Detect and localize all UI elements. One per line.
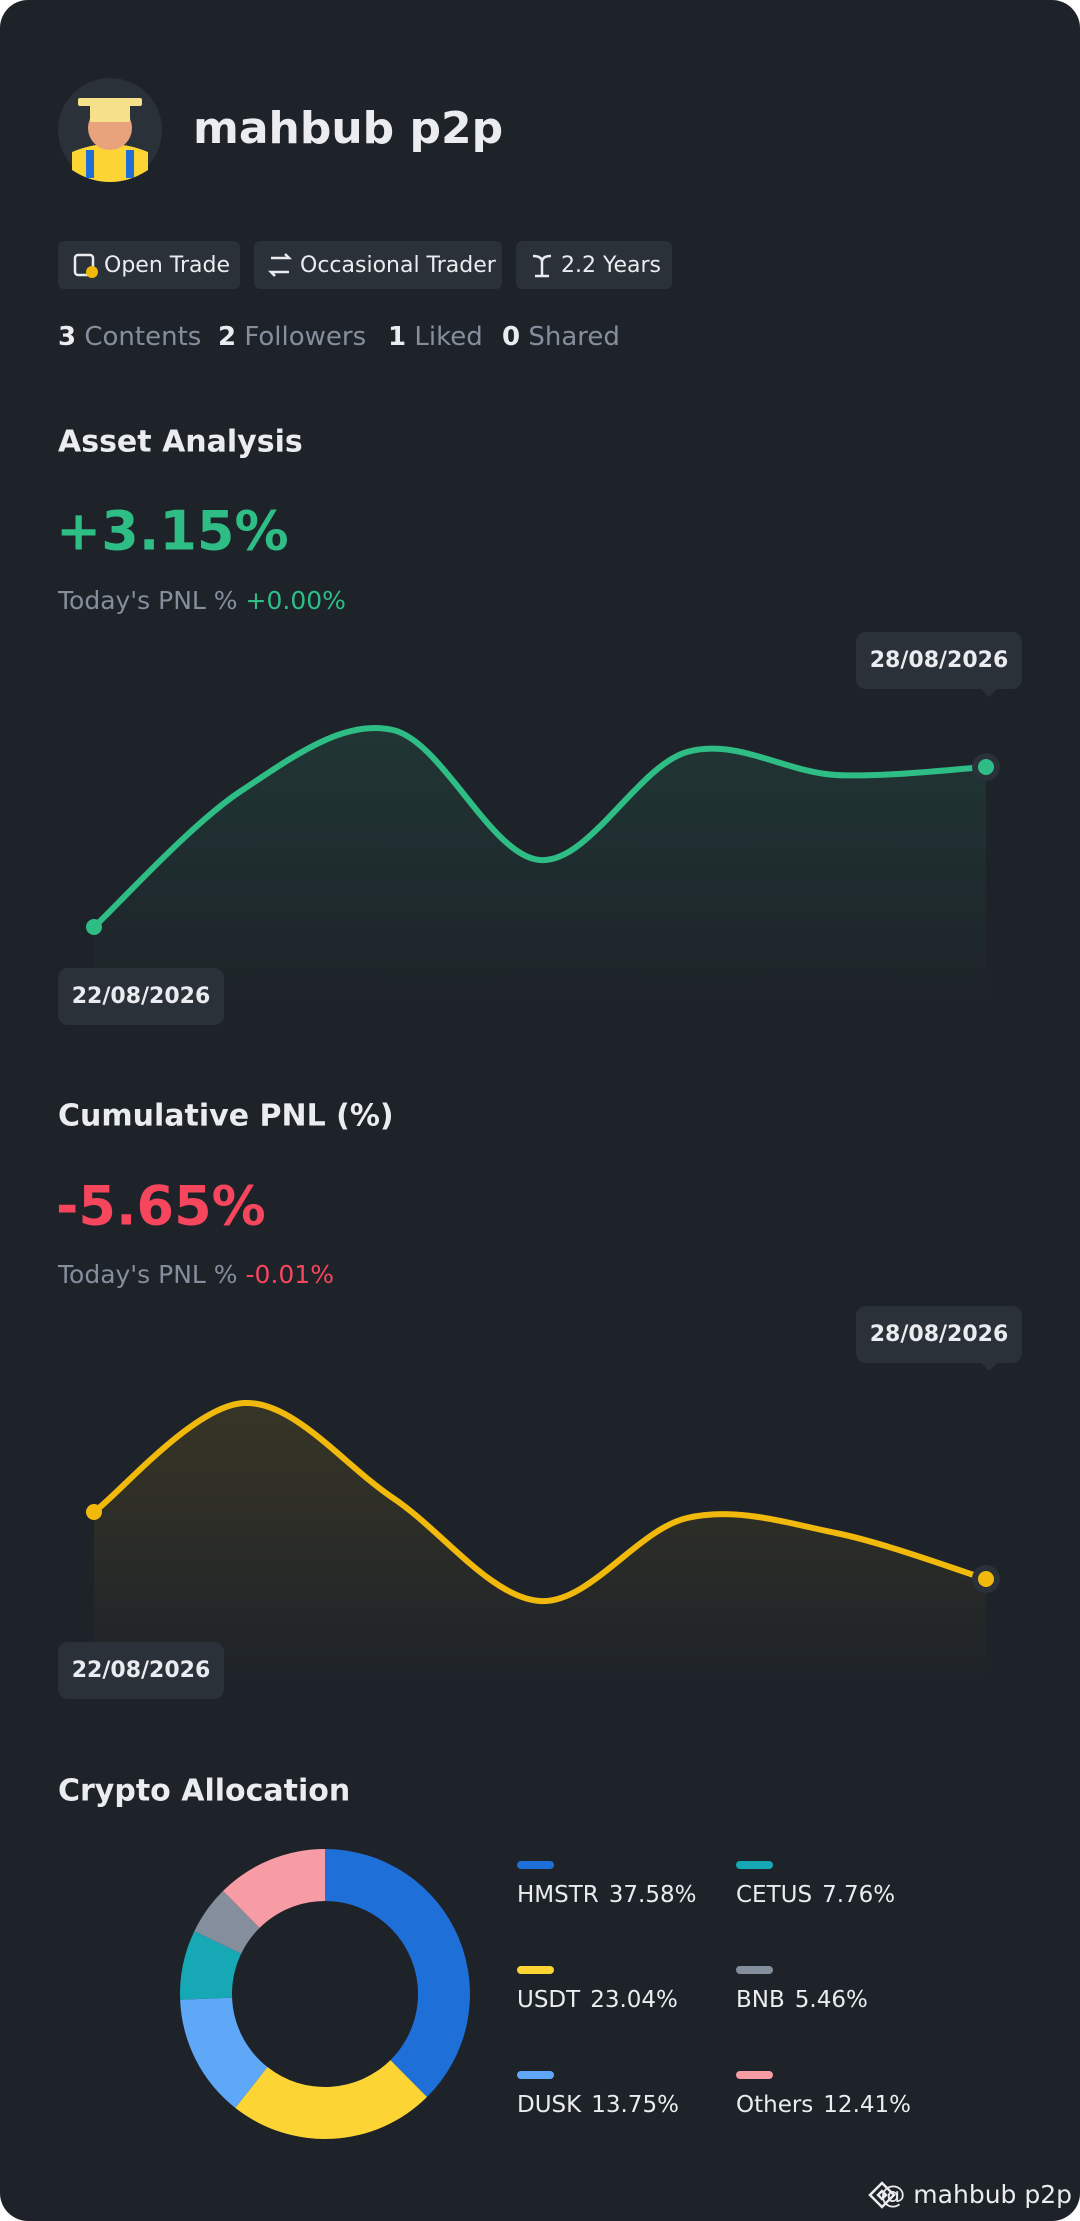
area (94, 727, 986, 1006)
donut-chart: HMSTR 37.58% USDT 23.04% DUSK 13.75% CETUS 7.76… (179, 1849, 911, 2139)
legend-name: DUSK (517, 2092, 582, 2118)
donut-slice (325, 1849, 470, 2098)
legend-name: HMSTR (517, 1882, 599, 1908)
curve (91, 1399, 989, 1605)
today-value: +0.00% (246, 586, 346, 615)
legend-swatch (736, 2071, 773, 2079)
legend-swatch (517, 1861, 554, 1869)
donut-slice (180, 1997, 268, 2108)
stat-value: 2 (218, 322, 236, 352)
big-value: +3.15% (56, 500, 289, 563)
donut-slice (179, 1931, 242, 2000)
legend-swatch (736, 1861, 773, 1869)
stat-label: Contents (84, 322, 201, 352)
end-dot (978, 1571, 994, 1587)
date-pill (856, 1306, 1022, 1363)
legend-entry: BNB 5.46% (736, 1987, 868, 2013)
curve (91, 725, 989, 930)
legend-name: Others (736, 2092, 813, 2118)
date-pill (856, 632, 1022, 689)
tag-pill (254, 241, 502, 289)
donut-slice (223, 1849, 325, 1928)
stat: 2 Followers (218, 322, 366, 352)
stat: 3 Contents (58, 322, 201, 352)
legend-swatch (736, 1966, 773, 1974)
tag-pill (516, 241, 672, 289)
asset-chart: 28/08/2026 22/08/2026 (58, 632, 1022, 1025)
tag-icon (532, 254, 552, 278)
stat: 0 Shared (502, 322, 620, 352)
avatar (58, 78, 162, 182)
legend-swatch (517, 2071, 554, 2079)
section-title: Asset Analysis (58, 425, 303, 460)
tag-icon (73, 253, 98, 278)
date-pill (58, 1642, 224, 1699)
watermark-logo (868, 2181, 896, 2209)
start-date: 22/08/2026 (72, 1658, 211, 1683)
start-dot (86, 1504, 102, 1520)
today-label: Today's PNL % (57, 586, 238, 615)
legend-entry: HMSTR 37.58% (517, 1882, 696, 1908)
tag-icon (267, 253, 293, 277)
legend-entry: Others 12.41% (736, 2092, 911, 2118)
stat-value: 3 (58, 322, 76, 352)
end-date: 28/08/2026 (870, 1322, 1009, 1347)
tag-label: Occasional Trader (300, 253, 497, 278)
today-pnl: Today's PNL % -0.01% (57, 1260, 334, 1289)
pnl-chart: 28/08/2026 22/08/2026 (58, 1306, 1022, 1699)
stat: 1 Liked (388, 322, 483, 352)
legend-entry: USDT 23.04% (517, 1987, 678, 2013)
legend-value: 13.75% (591, 2092, 679, 2118)
donut-slice (235, 2060, 428, 2139)
area (94, 1402, 986, 1681)
end-date: 28/08/2026 (870, 648, 1009, 673)
date-pill-pointer (981, 1363, 997, 1371)
legend-value: 5.46% (795, 1987, 868, 2013)
today-value: -0.01% (246, 1260, 334, 1289)
stat-label: Followers (244, 322, 366, 352)
legend-name: USDT (517, 1987, 581, 2013)
start-dot (86, 919, 102, 935)
today-label: Today's PNL % (57, 1260, 238, 1289)
end-dot (978, 759, 994, 775)
profile-name: mahbub p2p (193, 103, 503, 154)
legend-swatch (517, 1966, 554, 1974)
donut-slice (194, 1890, 260, 1954)
start-date: 22/08/2026 (72, 984, 211, 1009)
tag-label: 2.2 Years (561, 253, 661, 278)
legend-value: 12.41% (823, 2092, 911, 2118)
big-value: -5.65% (56, 1175, 266, 1238)
legend-name: BNB (736, 1987, 785, 2013)
section-title: Crypto Allocation (58, 1774, 350, 1809)
legend-value: 7.76% (822, 1882, 895, 1908)
legend-name: CETUS (736, 1882, 812, 1908)
legend-value: 37.58% (609, 1882, 697, 1908)
tag-pill (58, 241, 240, 289)
section-title: Cumulative PNL (%) (58, 1099, 394, 1134)
stat-label: Shared (528, 322, 620, 352)
watermark: @ mahbub p2p (880, 2180, 1072, 2209)
legend-value: 23.04% (590, 1987, 678, 2013)
date-pill-pointer (981, 689, 997, 697)
stat-value: 1 (388, 322, 406, 352)
stat-label: Liked (414, 322, 482, 352)
legend-entry: DUSK 13.75% (517, 2092, 679, 2118)
tag-label: Open Trade (104, 253, 230, 278)
today-pnl: Today's PNL % +0.00% (57, 586, 346, 615)
stat-value: 0 (502, 322, 520, 352)
legend-entry: CETUS 7.76% (736, 1882, 895, 1908)
date-pill (58, 968, 224, 1025)
